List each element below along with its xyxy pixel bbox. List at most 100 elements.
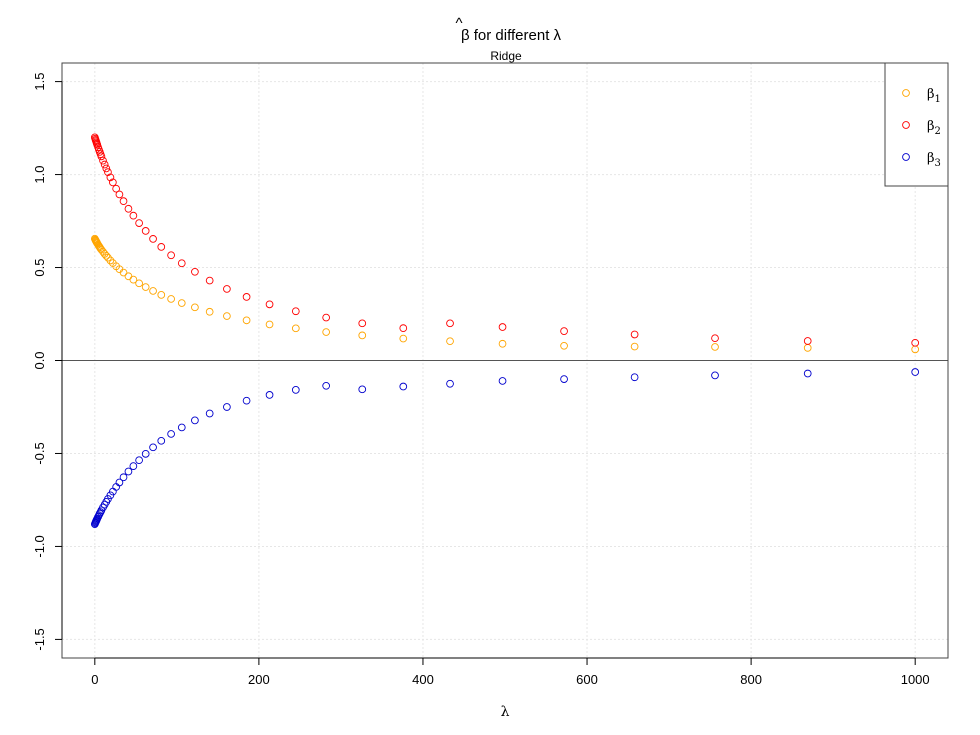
data-point [149, 235, 157, 243]
data-point [399, 324, 408, 332]
data-point [167, 295, 175, 303]
data-point [112, 184, 120, 193]
y-tick-label: -0.5 [32, 442, 47, 464]
x-tick-label: 800 [740, 672, 762, 687]
data-point [291, 324, 300, 333]
data-point [115, 190, 124, 199]
data-point [446, 319, 454, 328]
y-tick-label: 1.0 [32, 166, 47, 184]
data-point [322, 381, 331, 390]
data-point [124, 467, 133, 476]
data-point [109, 178, 117, 187]
legend-marker [902, 121, 910, 129]
data-point [129, 275, 138, 284]
data-point [191, 303, 199, 312]
legend: β1 β2 β3 [884, 62, 949, 187]
data-point [119, 268, 128, 277]
data-point [112, 483, 120, 491]
data-point [141, 227, 150, 235]
data-point [265, 320, 274, 329]
data-point [291, 307, 300, 316]
y-tick-label: 1.5 [32, 73, 47, 91]
chart-subtitle: Ridge [490, 49, 522, 63]
data-point [99, 156, 107, 165]
data-point [711, 343, 719, 351]
data-point [157, 291, 166, 299]
data-point [100, 160, 109, 169]
data-point [322, 313, 331, 322]
data-point [135, 279, 143, 288]
data-point [498, 377, 507, 385]
data-point [177, 423, 186, 432]
data-point [119, 473, 128, 482]
data-point [630, 342, 639, 351]
data-point [96, 508, 105, 516]
data-point [560, 341, 568, 350]
data-point [911, 338, 920, 347]
series-3 [90, 368, 920, 528]
data-point [223, 285, 231, 293]
data-point [115, 478, 124, 487]
data-point [135, 456, 143, 465]
data-points [90, 133, 920, 528]
data-point [803, 344, 812, 352]
data-point [242, 293, 251, 301]
y-axis: -1.5 -1.0 -0.5 0.0 0.5 1.0 1.5 [32, 73, 63, 651]
data-point [242, 396, 251, 405]
data-point [135, 219, 143, 227]
data-point [97, 152, 106, 161]
data-point [223, 312, 231, 320]
data-point [560, 375, 568, 383]
data-point [498, 339, 507, 348]
legend-label: β2 [927, 119, 941, 137]
data-point [265, 300, 274, 309]
legend-label: β3 [927, 151, 941, 169]
data-point [242, 316, 251, 325]
data-point [399, 334, 408, 343]
chart-title: β for different λ ^ [455, 15, 561, 44]
data-point [102, 251, 111, 260]
data-point [141, 283, 150, 291]
x-tick-label: 600 [576, 672, 598, 687]
series-2 [90, 133, 920, 347]
data-point [104, 253, 112, 262]
data-point [358, 319, 367, 328]
series-1 [90, 234, 920, 354]
x-axis: 0 200 400 600 800 1000 [91, 657, 930, 687]
data-point [711, 334, 719, 343]
data-point [149, 287, 157, 295]
data-point [106, 256, 115, 265]
data-point [560, 327, 568, 335]
data-point [157, 243, 166, 251]
data-point [803, 369, 812, 378]
x-tick-label: 200 [248, 672, 270, 687]
data-point [191, 267, 199, 276]
data-point [630, 373, 639, 382]
data-point [149, 443, 157, 452]
x-tick-label: 0 [91, 672, 98, 687]
data-point [119, 197, 128, 206]
data-point [167, 430, 175, 438]
data-point [223, 403, 231, 411]
legend-label: β1 [927, 87, 941, 105]
data-point [124, 272, 133, 281]
y-tick-label: 0.5 [32, 258, 47, 276]
data-point [911, 368, 920, 376]
legend-box [884, 62, 949, 187]
data-point [291, 386, 300, 394]
data-point [399, 382, 408, 391]
data-point [265, 391, 274, 399]
data-point [124, 204, 133, 213]
data-point [129, 462, 138, 470]
data-point [498, 323, 507, 331]
data-point [358, 385, 367, 394]
data-point [157, 436, 166, 445]
data-point [446, 337, 454, 346]
data-point [630, 330, 639, 339]
data-point [205, 276, 214, 285]
svg-text:β for different λ: β for different λ [461, 27, 562, 44]
data-point [177, 259, 186, 268]
x-tick-label: 400 [412, 672, 434, 687]
data-point [358, 331, 367, 340]
